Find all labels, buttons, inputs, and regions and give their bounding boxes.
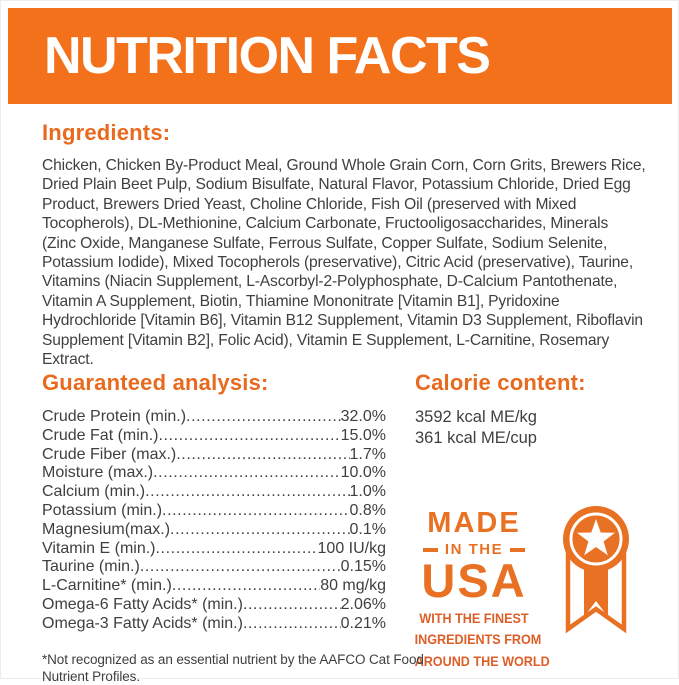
- analysis-value: 0.15%: [340, 558, 386, 576]
- analysis-value: 1.7%: [349, 445, 386, 463]
- dot-leader: ........................................…: [171, 577, 320, 595]
- dot-leader: ........................................…: [242, 614, 341, 632]
- analysis-row: Taurine (min.) .........................…: [42, 558, 386, 577]
- analysis-row: L-Carnitine* (min.) ....................…: [42, 577, 386, 596]
- analysis-row: Vitamin E (min.) .......................…: [42, 540, 386, 559]
- analysis-row: Omega-3 Fatty Acids* (min.) ............…: [42, 615, 386, 634]
- analysis-label: L-Carnitine* (min.): [42, 577, 172, 595]
- calorie-content-section: Calorie content: 3592 kcal ME/kg 361 kca…: [415, 370, 655, 449]
- dash-decoration-right: [510, 547, 526, 552]
- analysis-label: Moisture (max.): [42, 464, 154, 482]
- header-banner: NUTRITION FACTS: [8, 8, 672, 104]
- analysis-row: Magnesium(max.) ........................…: [42, 521, 386, 540]
- analysis-label: Vitamin E (min.): [42, 539, 156, 557]
- calorie-per-cup: 361 kcal ME/cup: [415, 429, 537, 447]
- calorie-lines: 3592 kcal ME/kg 361 kcal ME/cup: [415, 407, 655, 449]
- tagline-line-2: INGREDIENTS FROM: [414, 631, 542, 648]
- analysis-value: 32.0%: [340, 408, 386, 425]
- tagline-line-3: AROUND THE WORLD: [414, 652, 550, 669]
- analysis-row: Moisture (max.) ........................…: [42, 464, 386, 483]
- calorie-per-kg: 3592 kcal ME/kg: [415, 408, 537, 426]
- analysis-label: Crude Fat (min.): [42, 426, 159, 444]
- page-title: NUTRITION FACTS: [44, 27, 491, 85]
- analysis-row: Crude Protein (min.) ...................…: [42, 408, 386, 427]
- analysis-row: Omega-6 Fatty Acids* (min.) ............…: [42, 596, 386, 615]
- analysis-label: Calcium (min.): [42, 483, 146, 501]
- analysis-label: Crude Fiber (max.): [42, 445, 177, 463]
- ingredients-heading: Ingredients:: [42, 120, 171, 145]
- analysis-footnote: *Not recognized as an essential nutrient…: [42, 651, 424, 684]
- analysis-value: 2.06%: [340, 595, 386, 613]
- dot-leader: ........................................…: [158, 426, 341, 444]
- analysis-row: Calcium (min.) .........................…: [42, 483, 386, 502]
- guaranteed-analysis-heading: Guaranteed analysis:: [42, 370, 269, 395]
- in-the-label: IN THE: [444, 541, 504, 558]
- made-in-usa-text: MADE IN THE USA WITH THE FINEST INGREDIE…: [408, 503, 550, 669]
- calorie-content-heading: Calorie content:: [415, 370, 586, 395]
- dot-leader: ........................................…: [153, 464, 341, 482]
- made-label: MADE: [427, 507, 521, 539]
- dot-leader: ........................................…: [170, 520, 350, 538]
- usa-label: USA: [421, 554, 527, 607]
- analysis-label: Potassium (min.): [42, 501, 163, 519]
- analysis-value: 0.8%: [349, 501, 386, 519]
- analysis-value: 80 mg/kg: [320, 577, 386, 595]
- ingredients-text: Chicken, Chicken By-Product Meal, Ground…: [42, 157, 646, 369]
- dot-leader: ........................................…: [162, 501, 350, 519]
- analysis-label: Taurine (min.): [42, 558, 140, 576]
- analysis-row: Crude Fat (min.) .......................…: [42, 427, 386, 446]
- analysis-list: Crude Protein (min.) ...................…: [42, 408, 386, 634]
- analysis-row: Potassium (min.) .......................…: [42, 502, 386, 521]
- analysis-label: Omega-6 Fatty Acids* (min.): [42, 595, 243, 613]
- made-in-usa-badge: MADE IN THE USA WITH THE FINEST INGREDIE…: [408, 503, 674, 668]
- analysis-row: Crude Fiber (max.) .....................…: [42, 446, 386, 465]
- guaranteed-analysis-section: Guaranteed analysis: Crude Protein (min.…: [42, 370, 386, 634]
- in-the-row: IN THE: [408, 542, 540, 557]
- ingredients-section: Ingredients: Chicken, Chicken By-Product…: [42, 120, 646, 385]
- analysis-value: 15.0%: [340, 426, 386, 444]
- analysis-value: 0.21%: [340, 614, 386, 632]
- analysis-value: 0.1%: [349, 520, 386, 538]
- analysis-value: 10.0%: [340, 464, 386, 482]
- dot-leader: ........................................…: [186, 408, 341, 425]
- analysis-value: 100 IU/kg: [317, 539, 386, 557]
- award-medal-star-ribbon-icon: [563, 506, 629, 634]
- tagline-line-1: WITH THE FINEST: [419, 609, 529, 626]
- dot-leader: ........................................…: [139, 558, 341, 576]
- analysis-label: Magnesium(max.): [42, 520, 171, 538]
- dash-decoration-left: [422, 547, 438, 552]
- analysis-label: Omega-3 Fatty Acids* (min.): [42, 614, 243, 632]
- analysis-label: Crude Protein (min.): [42, 408, 187, 425]
- dot-leader: ........................................…: [145, 483, 349, 501]
- analysis-value: 1.0%: [349, 483, 386, 501]
- dot-leader: ........................................…: [155, 539, 318, 557]
- dot-leader: ........................................…: [242, 595, 341, 613]
- dot-leader: ........................................…: [176, 445, 350, 463]
